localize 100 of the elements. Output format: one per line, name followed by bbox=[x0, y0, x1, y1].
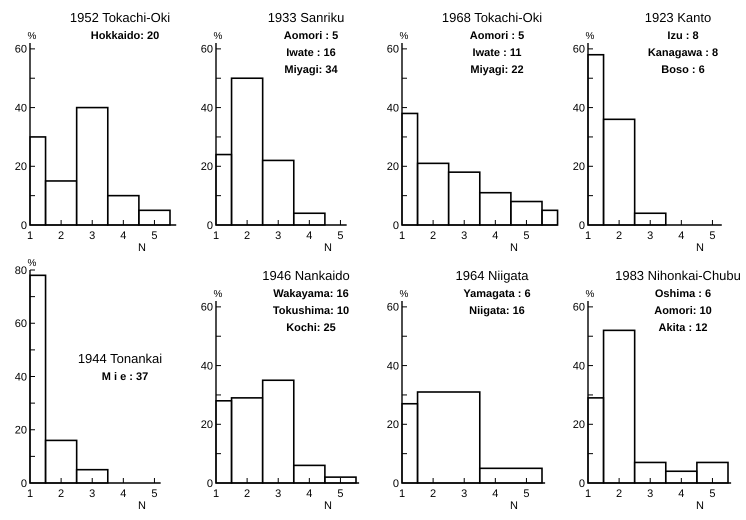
x-tick-label: 4 bbox=[492, 230, 498, 242]
y-tick-label: 60 bbox=[572, 302, 585, 314]
annotation: Tokushima: 10 bbox=[272, 305, 350, 317]
y-axis-title: % bbox=[400, 31, 409, 42]
x-tick-label: 1 bbox=[26, 488, 34, 500]
annotation: Miyagi: 22 bbox=[470, 64, 524, 76]
x-tick-label: 4 bbox=[306, 488, 312, 500]
annotation: Niigata: 16 bbox=[469, 305, 525, 317]
y-tick-label: 40 bbox=[386, 360, 399, 372]
y-tick-label: 20 bbox=[200, 161, 213, 174]
y-tick-label: 20 bbox=[14, 161, 27, 174]
x-tick-label: 5 bbox=[151, 488, 158, 500]
chart-title: 1933 Sanriku bbox=[268, 10, 344, 25]
y-axis-title: % bbox=[586, 289, 595, 300]
x-tick-label: 1 bbox=[584, 488, 592, 500]
x-tick-label: 3 bbox=[461, 230, 468, 242]
y-tick-label: 20 bbox=[386, 161, 399, 174]
y-tick-label: 20 bbox=[14, 424, 27, 437]
x-tick-label: 4 bbox=[492, 488, 498, 500]
x-tick-label: 5 bbox=[523, 230, 530, 242]
y-tick-label: 40 bbox=[200, 360, 213, 372]
chart-title: 1964 Niigata bbox=[456, 268, 530, 283]
x-tick-label: 2 bbox=[58, 488, 64, 500]
x-tick-label: 4 bbox=[120, 230, 126, 242]
x-tick-label: 4 bbox=[120, 488, 126, 500]
annotation: Kochi: 25 bbox=[286, 322, 336, 334]
y-tick-label: 20 bbox=[572, 419, 585, 432]
text: Yamagata : 6 bbox=[463, 288, 531, 300]
y-tick-label: 40 bbox=[572, 102, 585, 114]
x-tick-label: 1 bbox=[584, 230, 592, 242]
y-tick-label: 40 bbox=[386, 102, 399, 114]
y-tick-label: 80 bbox=[14, 264, 27, 277]
x-tick-label: 2 bbox=[244, 488, 250, 500]
y-axis-title: % bbox=[28, 31, 37, 42]
chart-title: 1946 Nankaido bbox=[262, 268, 350, 283]
annotation: Iwate : 11 bbox=[472, 47, 522, 59]
annotation: Iwate : 16 bbox=[286, 47, 336, 59]
annotation: Miyagi: 34 bbox=[284, 64, 338, 76]
y-tick-label: 60 bbox=[14, 318, 27, 330]
text: Oshima : 6 bbox=[654, 288, 712, 300]
y-tick-label: 0 bbox=[206, 478, 213, 490]
x-tick-label: 4 bbox=[678, 230, 684, 242]
y-tick-label: 0 bbox=[578, 220, 585, 232]
x-axis-title: N bbox=[138, 500, 146, 512]
x-tick-label: 1 bbox=[26, 230, 34, 242]
x-axis-title: N bbox=[696, 242, 704, 254]
x-axis-title: N bbox=[324, 500, 332, 512]
y-tick-label: 60 bbox=[386, 302, 399, 314]
x-tick-label: 5 bbox=[709, 230, 716, 242]
y-axis-title: % bbox=[400, 289, 409, 300]
x-tick-label: 2 bbox=[430, 230, 436, 242]
y-tick-label: 60 bbox=[572, 44, 585, 56]
x-tick-label: 5 bbox=[151, 230, 158, 242]
y-tick-label: 0 bbox=[392, 478, 399, 490]
x-tick-label: 5 bbox=[337, 488, 344, 500]
y-axis-title: % bbox=[28, 258, 37, 269]
y-axis-title: % bbox=[214, 289, 223, 300]
text: 1944 Tonankai bbox=[78, 351, 162, 366]
x-tick-label: 2 bbox=[58, 230, 64, 242]
text: Aomori : 5 bbox=[470, 30, 524, 42]
x-tick-label: 2 bbox=[244, 230, 250, 242]
y-tick-label: 0 bbox=[20, 478, 27, 490]
y-tick-label: 20 bbox=[200, 419, 213, 432]
x-axis-title: N bbox=[696, 500, 704, 512]
x-tick-label: 3 bbox=[275, 488, 282, 500]
x-tick-label: 2 bbox=[430, 488, 436, 500]
x-tick-label: 4 bbox=[306, 230, 312, 242]
x-tick-label: 4 bbox=[678, 488, 684, 500]
x-tick-label: 3 bbox=[89, 488, 96, 500]
annotation: M i e : 37 bbox=[102, 371, 148, 383]
chart-title: 1952 Tokachi-Oki bbox=[70, 10, 170, 25]
y-tick-label: 0 bbox=[20, 220, 27, 232]
y-tick-label: 20 bbox=[386, 419, 399, 432]
y-tick-label: 60 bbox=[14, 44, 27, 56]
y-tick-label: 60 bbox=[386, 44, 399, 56]
y-tick-label: 20 bbox=[572, 161, 585, 174]
y-tick-label: 40 bbox=[14, 371, 27, 384]
x-tick-label: 3 bbox=[647, 230, 654, 242]
chart-title: 1923 Kanto bbox=[644, 10, 712, 25]
y-tick-label: 40 bbox=[14, 102, 27, 114]
x-tick-label: 1 bbox=[212, 488, 220, 500]
x-tick-label: 3 bbox=[275, 230, 282, 242]
x-tick-label: 1 bbox=[398, 488, 406, 500]
x-tick-label: 5 bbox=[337, 230, 344, 242]
text: Aomori : 5 bbox=[284, 30, 338, 42]
chart-title: 1968 Tokachi-Oki bbox=[442, 10, 542, 25]
y-tick-label: 60 bbox=[200, 302, 213, 314]
x-tick-label: 2 bbox=[616, 230, 622, 242]
x-tick-label: 2 bbox=[616, 488, 622, 500]
text: Hokkaido: 20 bbox=[90, 30, 160, 42]
text: Izu : 8 bbox=[667, 30, 699, 42]
text: Wakayama: 16 bbox=[273, 288, 349, 300]
x-tick-label: 3 bbox=[647, 488, 654, 500]
x-tick-label: 3 bbox=[461, 488, 468, 500]
y-axis-title: % bbox=[214, 31, 223, 42]
y-tick-label: 40 bbox=[572, 360, 585, 372]
x-axis-title: N bbox=[324, 242, 332, 254]
annotation: Kanagawa : 8 bbox=[648, 47, 718, 59]
x-tick-label: 3 bbox=[89, 230, 96, 242]
x-tick-label: 1 bbox=[212, 230, 220, 242]
